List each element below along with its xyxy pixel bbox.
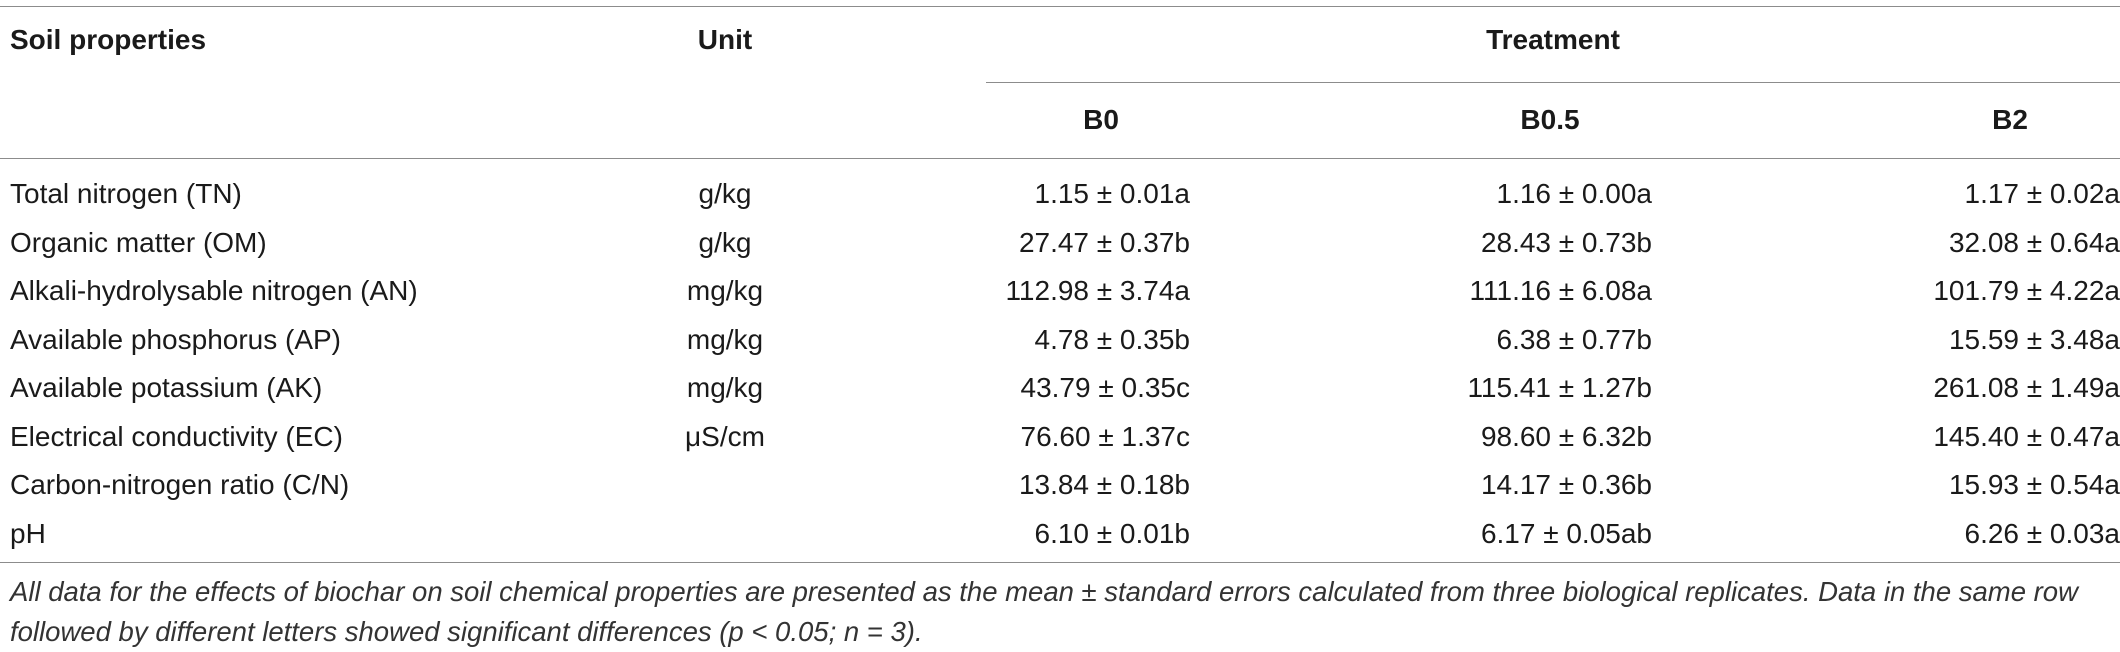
row-property: Carbon-nitrogen ratio (C/N) [10,469,350,500]
row-unit: mg/kg [686,372,764,403]
row-value-b0: 43.79 ± 0.35c [1020,372,1191,403]
row-value-b0: 6.10 ± 0.01b [1034,518,1191,549]
header-b05: B0.5 [1520,104,1580,135]
row-unit: g/kg [698,227,752,258]
table-footnote: All data for the effects of biochar on s… [10,576,2078,647]
row-value-b05: 6.17 ± 0.05ab [1480,518,1652,549]
row-value-b0: 27.47 ± 0.37b [1018,227,1190,258]
row-value-b2: 6.26 ± 0.03a [1964,518,2120,549]
header-b0: B0 [1083,104,1119,135]
row-value-b0: 4.78 ± 0.35b [1034,324,1191,355]
row-unit: mg/kg [686,324,764,355]
row-property: Organic matter (OM) [10,227,267,258]
row-unit: μS/cm [685,421,765,452]
row-value-b2: 15.59 ± 3.48a [1948,324,2120,355]
header-b2: B2 [1992,104,2028,135]
row-value-b2: 101.79 ± 4.22a [1933,275,2120,306]
header-bottom-rule [0,158,2120,159]
header-treatment: Treatment [1486,24,1620,55]
row-value-b05: 6.38 ± 0.77b [1496,324,1653,355]
row-value-b0: 13.84 ± 0.18b [1018,469,1190,500]
row-value-b2: 15.93 ± 0.54a [1948,469,2120,500]
header-unit: Unit [697,24,753,55]
row-value-b05: 111.16 ± 6.08a [1469,275,1652,306]
row-value-b2: 145.40 ± 0.47a [1933,421,2120,452]
row-value-b0: 76.60 ± 1.37c [1020,421,1191,452]
row-unit: g/kg [698,178,752,209]
row-value-b2: 261.08 ± 1.49a [1933,372,2120,403]
row-property: pH [10,518,46,549]
table-bottom-rule [0,562,2120,563]
row-value-b2: 1.17 ± 0.02a [1964,178,2120,209]
treatment-span-rule [986,82,2120,83]
row-value-b05: 1.16 ± 0.00a [1496,178,1653,209]
row-property: Available phosphorus (AP) [10,324,342,355]
header-soil-properties: Soil properties [10,24,207,55]
row-property: Total nitrogen (TN) [10,178,242,209]
row-value-b05: 28.43 ± 0.73b [1480,227,1652,258]
row-value-b05: 14.17 ± 0.36b [1480,469,1652,500]
row-property: Electrical conductivity (EC) [10,421,343,452]
row-property: Alkali-hydrolysable nitrogen (AN) [10,275,418,306]
table-top-rule [0,6,2120,7]
row-property: Available potassium (AK) [10,372,323,403]
row-unit: mg/kg [686,275,764,306]
row-value-b0: 1.15 ± 0.01a [1034,178,1191,209]
row-value-b05: 115.41 ± 1.27b [1467,372,1652,403]
row-value-b05: 98.60 ± 6.32b [1480,421,1652,452]
row-value-b2: 32.08 ± 0.64a [1948,227,2120,258]
row-value-b0: 112.98 ± 3.74a [1005,275,1190,306]
